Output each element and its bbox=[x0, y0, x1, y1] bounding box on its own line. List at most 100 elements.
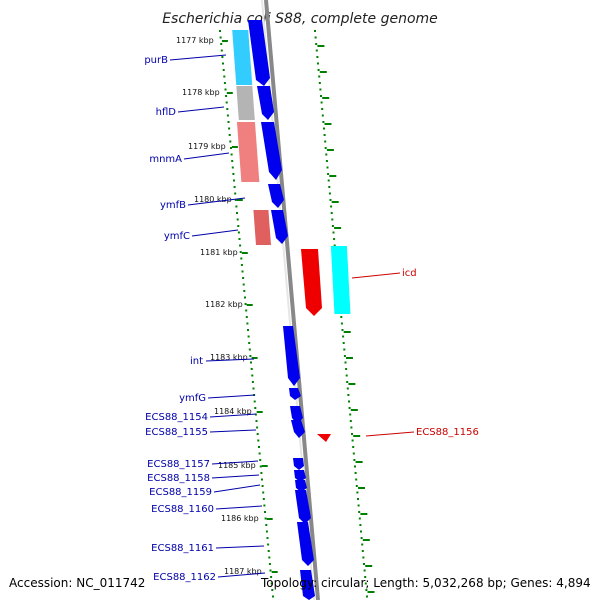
gene-label-ECS88_1162[interactable]: ECS88_1162 bbox=[153, 572, 216, 583]
gene-label-ECS88_1156[interactable]: ECS88_1156 bbox=[416, 427, 479, 438]
outer-dot bbox=[364, 576, 367, 578]
inner-dot bbox=[255, 420, 258, 422]
outer-dot bbox=[316, 56, 319, 58]
gene-ECS88_1158-arrow[interactable] bbox=[294, 470, 306, 482]
outer-dot bbox=[364, 582, 367, 585]
right-gene-labels bbox=[351, 272, 415, 437]
gene-purB-arrow[interactable] bbox=[248, 20, 270, 86]
gene-label-ECS88_1160[interactable]: ECS88_1160 bbox=[151, 504, 214, 515]
inner-dot bbox=[230, 153, 233, 156]
gene-ECS88_1154-arrow[interactable] bbox=[290, 406, 303, 424]
gene-ECS88_1159-arrow[interactable] bbox=[295, 480, 307, 492]
inner-dot bbox=[242, 283, 245, 286]
outer-dot bbox=[314, 36, 317, 39]
inner-dot bbox=[251, 381, 254, 383]
gene-ECS88_1160-arrow[interactable] bbox=[295, 490, 311, 524]
outer-dot bbox=[362, 556, 365, 559]
inner-dot bbox=[241, 270, 244, 273]
gene-label-icd[interactable]: icd bbox=[402, 268, 417, 279]
outer-dot bbox=[354, 472, 357, 474]
kbp-label: 1179 kbp bbox=[188, 142, 226, 151]
inner-dot bbox=[224, 88, 227, 91]
inner-dot bbox=[231, 166, 234, 169]
kbp-label: 1186 kbp bbox=[221, 514, 259, 523]
gene-label-ECS88_1161[interactable]: ECS88_1161 bbox=[151, 543, 214, 554]
gene-label-hflD[interactable]: hflD bbox=[156, 107, 177, 118]
gene-label-ECS88_1157[interactable]: ECS88_1157 bbox=[147, 459, 210, 470]
inner-dot bbox=[266, 537, 269, 539]
inner-dot bbox=[256, 433, 259, 435]
outer-dot bbox=[353, 459, 356, 461]
gene-ECS88_1161-arrow[interactable] bbox=[297, 522, 314, 566]
gene-label-ymfB[interactable]: ymfB bbox=[160, 200, 186, 211]
cog-block-purB bbox=[232, 30, 253, 85]
gene-icd-arrow[interactable] bbox=[301, 249, 322, 316]
forward-cog-blocks bbox=[232, 30, 271, 245]
gene-ymfG-arrow[interactable] bbox=[289, 388, 301, 400]
inner-dot bbox=[253, 400, 256, 403]
inner-dot bbox=[239, 251, 242, 253]
gene-label-int[interactable]: int bbox=[190, 356, 203, 367]
inner-dot bbox=[263, 504, 266, 507]
inner-dot bbox=[252, 387, 255, 390]
gene-ymfB-arrow[interactable] bbox=[268, 184, 284, 208]
outer-dot bbox=[343, 355, 346, 357]
outer-dot bbox=[348, 407, 351, 409]
kbp-label: 1187 kbp bbox=[224, 567, 262, 576]
inner-dot bbox=[231, 160, 234, 162]
outer-dot bbox=[359, 524, 362, 526]
inner-dot bbox=[228, 134, 231, 136]
outer-dot bbox=[327, 173, 330, 175]
gene-int-arrow[interactable] bbox=[283, 326, 300, 386]
kbp-label: 1182 kbp bbox=[205, 300, 243, 309]
inner-dot bbox=[220, 43, 223, 45]
outer-dot bbox=[314, 30, 316, 32]
inner-dot bbox=[225, 95, 228, 97]
gene-ECS88_1156-arrow[interactable] bbox=[317, 434, 331, 442]
outer-dot bbox=[330, 212, 333, 214]
outer-dot bbox=[320, 101, 323, 104]
inner-dot bbox=[259, 465, 262, 468]
kbp-tick bbox=[251, 357, 258, 359]
gene-mnmA-arrow[interactable] bbox=[261, 122, 282, 180]
outer-dot bbox=[347, 394, 350, 396]
right-gene-label-texts: icd ECS88_1156 bbox=[402, 268, 479, 438]
inner-dot bbox=[221, 56, 224, 58]
outer-tick bbox=[334, 227, 342, 229]
outer-dot bbox=[323, 134, 326, 136]
outer-tick bbox=[365, 565, 373, 567]
outer-dot bbox=[321, 114, 324, 117]
inner-dot bbox=[230, 147, 232, 149]
outer-dot bbox=[356, 491, 359, 494]
outer-dot bbox=[360, 537, 363, 539]
inner-dot bbox=[254, 407, 257, 409]
outer-dot bbox=[341, 329, 344, 331]
gene-ECS88_1155-arrow[interactable] bbox=[291, 420, 305, 438]
inner-dot bbox=[256, 426, 259, 429]
gene-label-ECS88_1155[interactable]: ECS88_1155 bbox=[145, 427, 208, 438]
inner-dot bbox=[261, 478, 263, 481]
inner-dot bbox=[247, 335, 250, 338]
gene-label-ymfC[interactable]: ymfC bbox=[164, 231, 190, 242]
kbp-tick bbox=[226, 92, 233, 94]
outer-dot bbox=[349, 420, 352, 422]
inner-dot bbox=[240, 257, 243, 260]
gene-label-purB[interactable]: purB bbox=[144, 55, 168, 66]
kbp-tick bbox=[236, 199, 243, 201]
gene-label-mnmA[interactable]: mnmA bbox=[149, 154, 182, 165]
gene-ECS88_1157-arrow[interactable] bbox=[293, 458, 304, 470]
gene-ECS88_1162-arrow[interactable] bbox=[300, 570, 315, 600]
inner-dot bbox=[246, 322, 249, 325]
gene-label-ECS88_1159[interactable]: ECS88_1159 bbox=[149, 487, 212, 498]
inner-dot bbox=[234, 192, 237, 195]
gene-label-ECS88_1154[interactable]: ECS88_1154 bbox=[145, 412, 208, 423]
outer-dot bbox=[318, 75, 321, 78]
genome-backbone bbox=[264, 0, 320, 600]
gene-hflD-arrow[interactable] bbox=[257, 86, 274, 120]
kbp-tick bbox=[231, 146, 238, 148]
gene-ymfC-arrow[interactable] bbox=[271, 210, 288, 244]
outer-dot bbox=[340, 322, 343, 325]
gene-label-ECS88_1158[interactable]: ECS88_1158 bbox=[147, 473, 210, 484]
gene-label-ymfG[interactable]: ymfG bbox=[179, 393, 206, 404]
outer-dot bbox=[342, 342, 345, 344]
